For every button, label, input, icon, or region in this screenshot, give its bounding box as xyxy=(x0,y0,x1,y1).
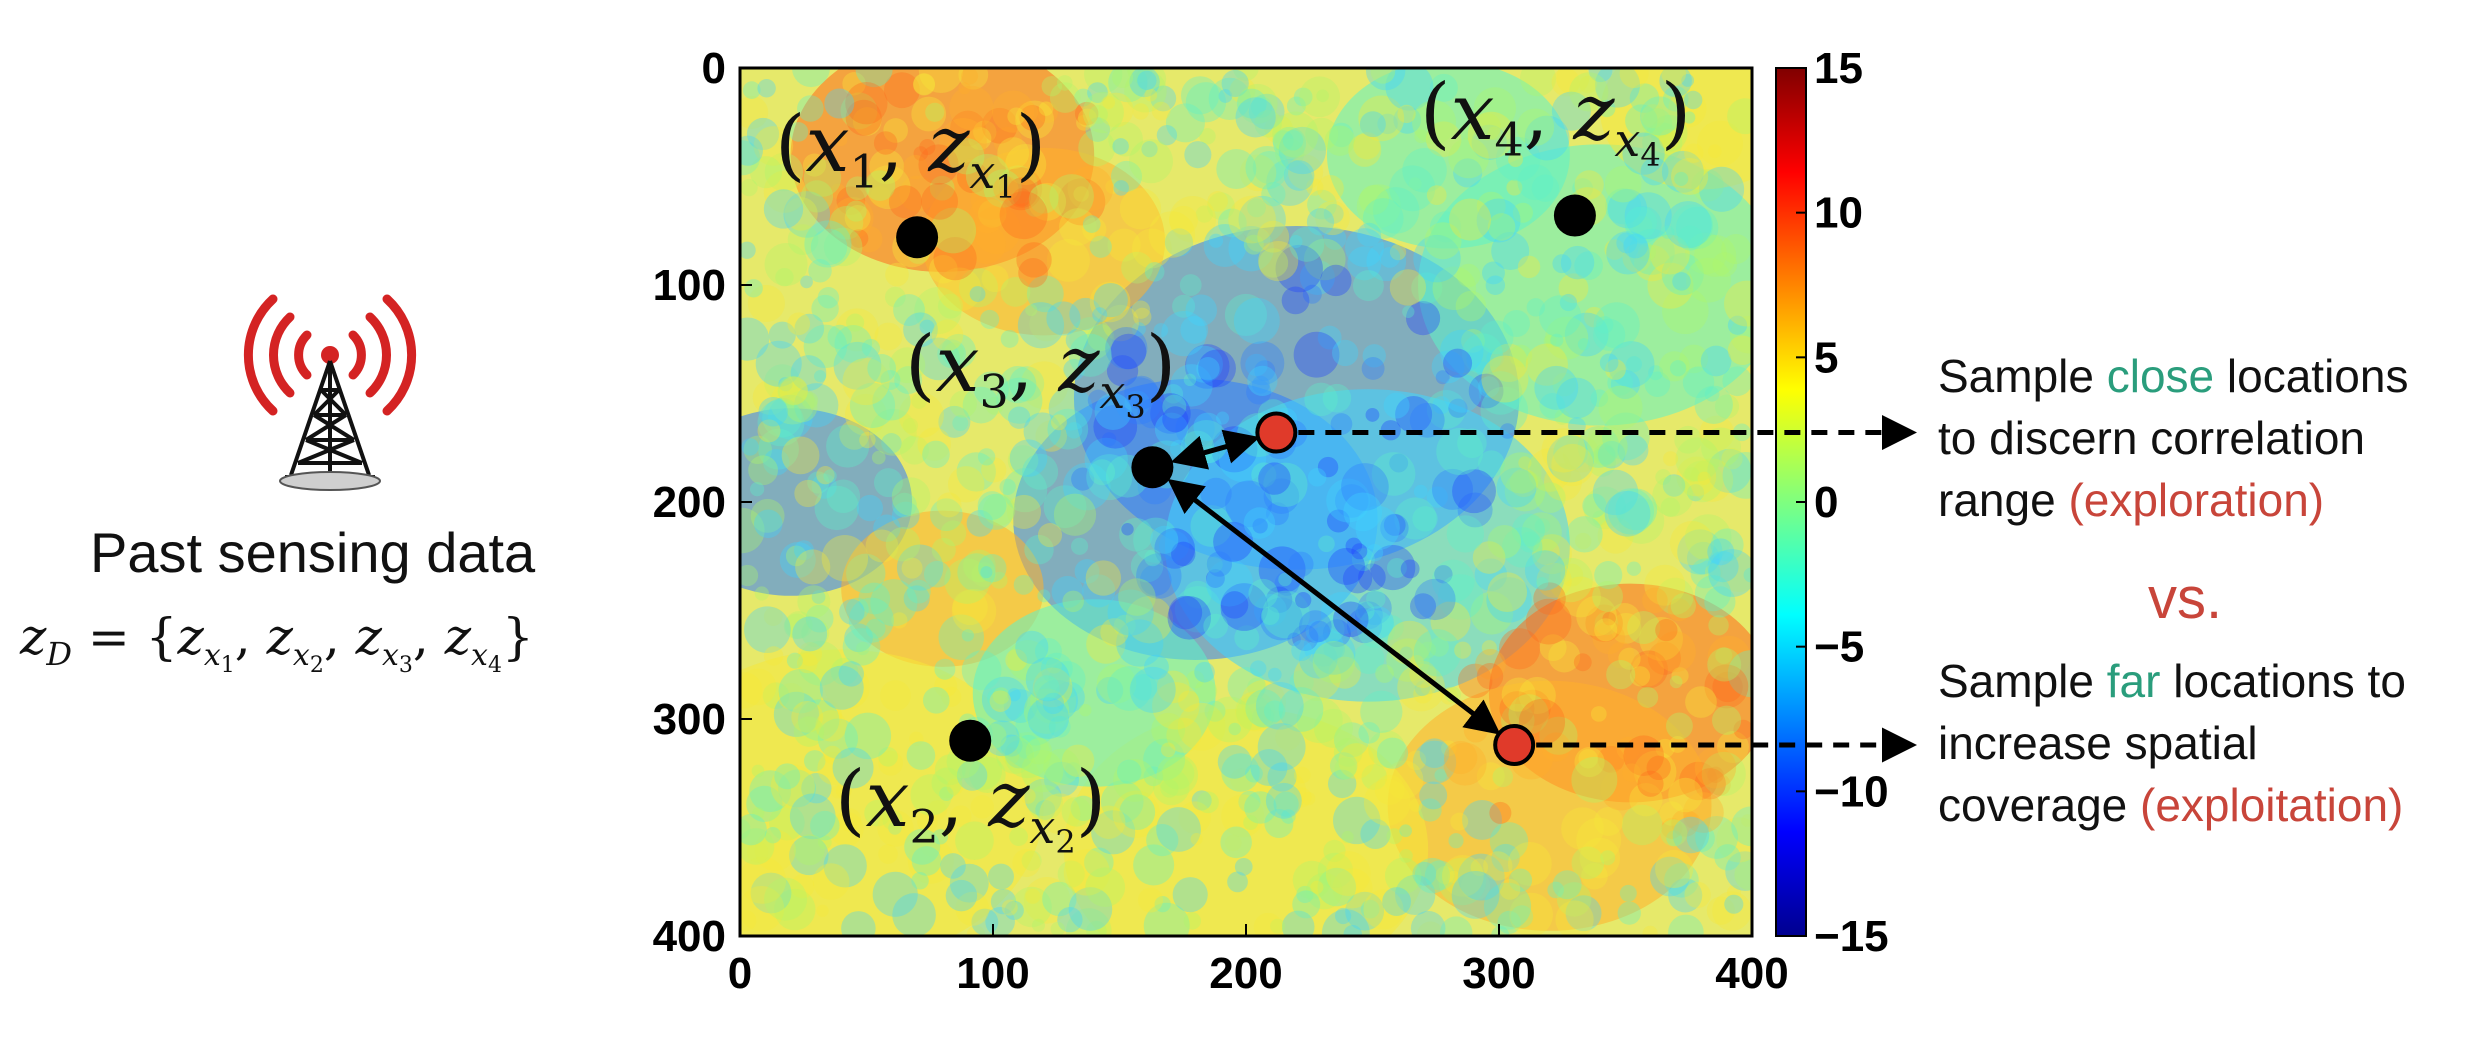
sensing-data-formula: zD = {zx1, zx2, zx3, zx4} xyxy=(20,608,534,678)
distance-arrow-close xyxy=(1170,429,1260,470)
formula-subsub: 2 xyxy=(309,653,324,678)
y-tick-label: 100 xyxy=(653,261,726,310)
observed-point-x3 xyxy=(1131,446,1174,489)
distance-arrow-far xyxy=(1167,478,1501,735)
radio-tower-icon xyxy=(243,294,417,491)
formula-sub: x xyxy=(381,638,399,673)
x-tick-label: 300 xyxy=(1462,949,1535,998)
formula-subsub: 3 xyxy=(398,653,413,678)
x-tick-label: 0 xyxy=(728,949,752,998)
formula-item: z xyxy=(266,608,293,666)
close-word: close xyxy=(2106,350,2215,402)
y-tick-label: 400 xyxy=(653,912,726,961)
vs-label: vs. xyxy=(2148,566,2223,631)
colorbar-tick-label: −5 xyxy=(1814,623,1864,672)
far-annotation: Sample far locations to increase spatial… xyxy=(1938,655,2406,831)
formula-item: z xyxy=(177,608,204,666)
exploration-word: (exploration) xyxy=(2068,474,2325,526)
observed-point-x1 xyxy=(896,216,939,259)
label-x1: (x1, zx1) xyxy=(775,100,1047,206)
exploitation-word: (exploitation) xyxy=(2140,779,2404,831)
observed-point-x4 xyxy=(1553,194,1596,237)
label-x3: (x3, zx3) xyxy=(905,320,1177,426)
label-x4: (x4, zx4) xyxy=(1420,68,1692,174)
candidate-point-far xyxy=(1493,724,1536,767)
close-annotation: Sample close locations to discern correl… xyxy=(1938,350,2409,526)
candidate-point-close xyxy=(1255,411,1298,454)
formula-lhs-sub: D xyxy=(46,635,72,673)
x-tick-label: 200 xyxy=(1209,949,1282,998)
x-tick-label: 400 xyxy=(1715,949,1788,998)
colorbar-tick-label: 15 xyxy=(1814,44,1863,93)
colorbar-tick-label: 5 xyxy=(1814,333,1838,382)
left-caption: Past sensing data xyxy=(90,521,536,584)
label-x2: (x2, zx2) xyxy=(835,755,1107,861)
formula-item: z xyxy=(444,608,472,666)
formula-sub: x xyxy=(203,638,221,673)
x-tick-label: 100 xyxy=(956,949,1029,998)
colorbar-tick-label: −15 xyxy=(1814,912,1889,961)
formula-subsub: 1 xyxy=(220,653,235,678)
colorbar-tick-label: −10 xyxy=(1814,767,1889,816)
y-tick-label: 0 xyxy=(702,44,726,93)
colorbar-tick-label: 0 xyxy=(1814,478,1838,527)
formula-subsub: 4 xyxy=(487,653,502,678)
colorbar-tick-label: 10 xyxy=(1814,189,1863,238)
y-tick-label: 200 xyxy=(653,478,726,527)
formula-sub: x xyxy=(292,638,310,673)
formula-lhs: z xyxy=(20,608,47,666)
far-word: far xyxy=(2106,655,2161,707)
y-tick-label: 300 xyxy=(653,695,726,744)
observed-point-x2 xyxy=(949,719,992,762)
formula-sub: x xyxy=(471,638,488,673)
formula-item: z xyxy=(355,608,382,666)
